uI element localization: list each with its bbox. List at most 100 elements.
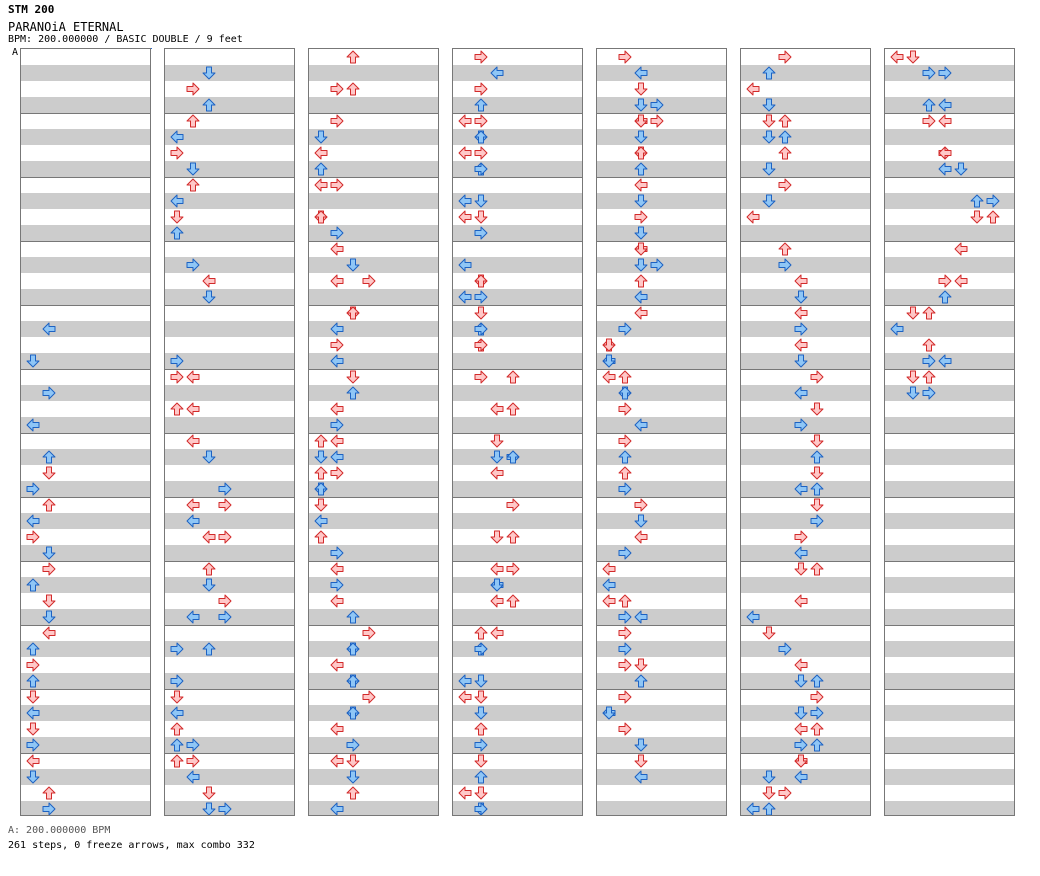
arrow-up-icon	[346, 50, 360, 64]
arrow-right-icon	[618, 402, 632, 416]
measure-line	[741, 177, 870, 178]
arrow-up-icon	[634, 274, 648, 288]
arrow-left-icon	[186, 434, 200, 448]
arrow-up-icon	[634, 674, 648, 688]
arrow-right-icon	[330, 578, 344, 592]
arrow-down-icon	[794, 754, 808, 768]
arrow-up-icon	[618, 386, 632, 400]
measure-line	[453, 305, 582, 306]
arrow-down-icon	[634, 242, 648, 256]
arrow-up-icon	[202, 642, 216, 656]
arrow-right-icon	[362, 690, 376, 704]
arrow-up-icon	[618, 370, 632, 384]
arrow-left-icon	[634, 178, 648, 192]
arrow-right-icon	[922, 66, 936, 80]
arrow-left-icon	[490, 402, 504, 416]
measure-line	[21, 369, 150, 370]
measure-line	[741, 241, 870, 242]
chart-column-4	[452, 48, 583, 816]
chart-column-1	[20, 48, 151, 816]
arrow-right-icon	[618, 322, 632, 336]
chart-column-3	[308, 48, 439, 816]
arrow-down-icon	[474, 210, 488, 224]
arrow-down-icon	[634, 82, 648, 96]
arrow-up-icon	[42, 498, 56, 512]
arrow-up-icon	[346, 386, 360, 400]
arrow-up-icon	[810, 722, 824, 736]
arrow-right-icon	[794, 322, 808, 336]
arrow-right-icon	[778, 258, 792, 272]
arrow-left-icon	[170, 194, 184, 208]
arrow-down-icon	[42, 594, 56, 608]
arrow-down-icon	[314, 130, 328, 144]
measure-line	[309, 561, 438, 562]
arrow-right-icon	[330, 546, 344, 560]
arrow-right-icon	[794, 418, 808, 432]
arrow-up-icon	[314, 530, 328, 544]
measure-line	[741, 689, 870, 690]
arrow-down-icon	[602, 338, 616, 352]
arrow-down-icon	[346, 258, 360, 272]
arrow-up-icon	[778, 146, 792, 160]
measure-line	[21, 561, 150, 562]
arrow-left-icon	[458, 786, 472, 800]
arrow-right-icon	[330, 82, 344, 96]
arrow-right-icon	[330, 466, 344, 480]
arrow-up-icon	[762, 802, 776, 815]
measure-line	[597, 241, 726, 242]
arrow-left-icon	[890, 50, 904, 64]
arrow-right-icon	[778, 178, 792, 192]
arrow-right-icon	[26, 482, 40, 496]
arrow-down-icon	[490, 434, 504, 448]
arrow-up-icon	[474, 130, 488, 144]
arrow-right-icon	[810, 370, 824, 384]
arrow-left-icon	[634, 770, 648, 784]
measure-line	[21, 433, 150, 434]
arrow-left-icon	[330, 802, 344, 815]
arrow-right-icon	[362, 274, 376, 288]
arrow-left-icon	[490, 466, 504, 480]
arrow-down-icon	[634, 738, 648, 752]
arrow-up-icon	[186, 114, 200, 128]
arrow-left-icon	[202, 530, 216, 544]
arrow-up-icon	[810, 562, 824, 576]
measure-line	[453, 753, 582, 754]
arrow-down-icon	[762, 114, 776, 128]
measure-line	[21, 497, 150, 498]
arrow-down-icon	[762, 786, 776, 800]
measure-line	[741, 753, 870, 754]
arrow-up-icon	[922, 306, 936, 320]
arrow-up-icon	[634, 146, 648, 160]
arrow-right-icon	[474, 738, 488, 752]
arrow-right-icon	[474, 290, 488, 304]
arrow-right-icon	[218, 498, 232, 512]
arrow-left-icon	[634, 290, 648, 304]
arrow-down-icon	[762, 162, 776, 176]
bpm-section-marker: A	[12, 47, 19, 58]
arrow-right-icon	[474, 322, 488, 336]
arrow-right-icon	[170, 370, 184, 384]
arrow-down-icon	[634, 114, 648, 128]
arrow-right-icon	[42, 802, 56, 815]
arrow-down-icon	[634, 194, 648, 208]
arrow-left-icon	[458, 258, 472, 272]
arrow-left-icon	[314, 514, 328, 528]
arrow-left-icon	[458, 210, 472, 224]
arrow-right-icon	[330, 226, 344, 240]
arrow-right-icon	[778, 50, 792, 64]
arrow-up-icon	[346, 786, 360, 800]
arrow-right-icon	[474, 82, 488, 96]
arrow-up-icon	[634, 162, 648, 176]
measure-line	[885, 369, 1014, 370]
arrow-right-icon	[618, 642, 632, 656]
arrow-up-icon	[170, 402, 184, 416]
arrow-down-icon	[602, 354, 616, 368]
measure-line	[741, 113, 870, 114]
arrow-down-icon	[762, 98, 776, 112]
arrow-right-icon	[618, 690, 632, 704]
measure-line	[597, 369, 726, 370]
arrow-down-icon	[490, 530, 504, 544]
bpm-difficulty-line: BPM: 200.000000 / BASIC DOUBLE / 9 feet	[8, 34, 243, 45]
arrow-down-icon	[474, 194, 488, 208]
arrow-up-icon	[618, 594, 632, 608]
